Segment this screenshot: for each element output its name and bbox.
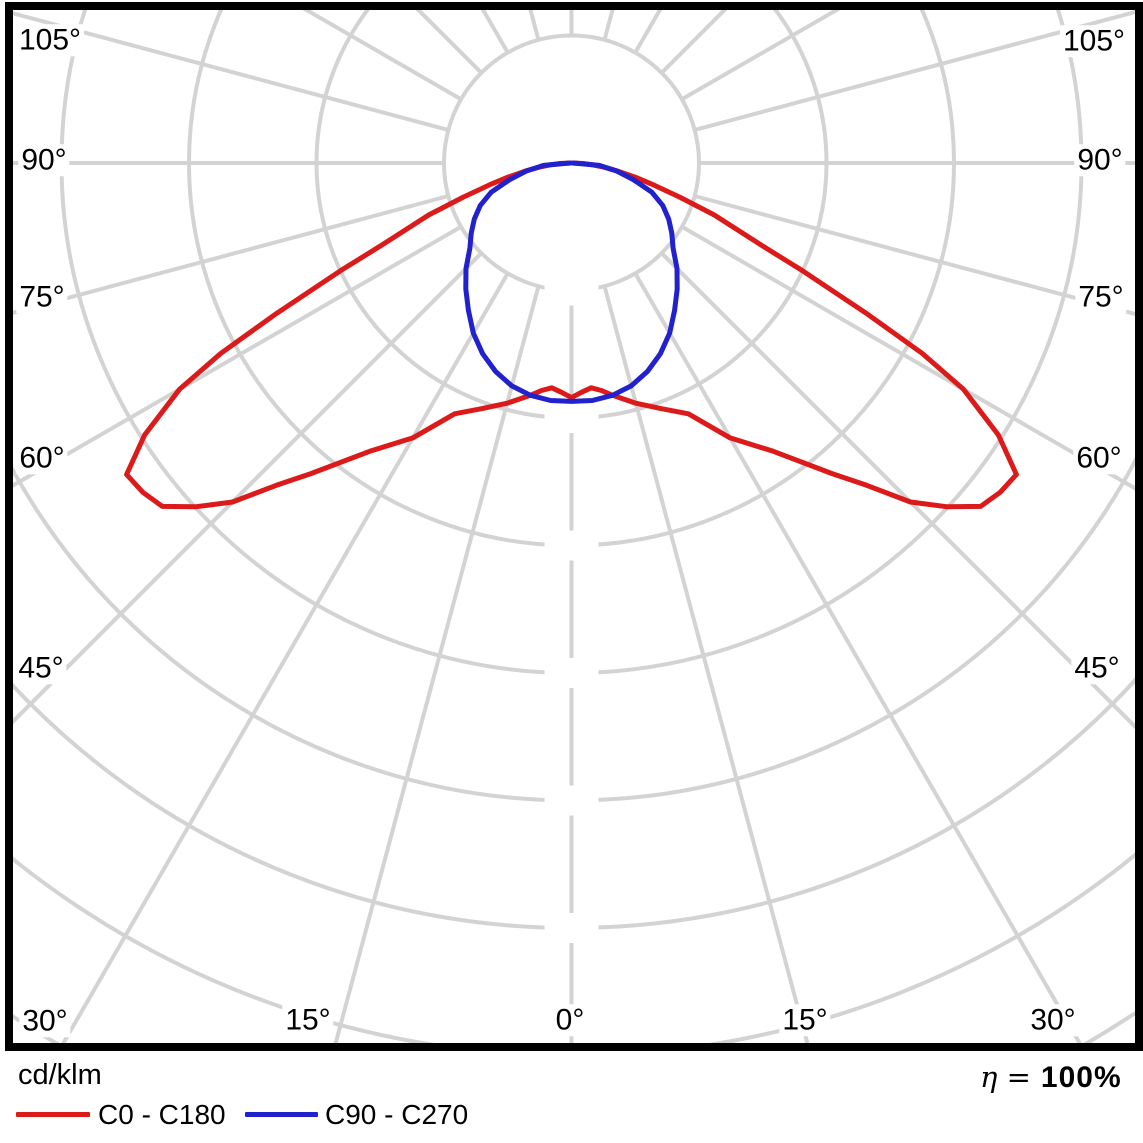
grid-spoke [633,272,1082,1043]
legend-swatch-c0-c180 [16,1112,90,1117]
angle-label: 15° [779,1004,831,1036]
legend-label-c0-c180: C0 - C180 [98,1099,226,1130]
angle-label: 105° [1059,25,1129,57]
angle-label: 90° [18,144,70,176]
angle-label: 45° [1071,652,1123,684]
legend-swatch-c90-c270 [245,1112,318,1117]
angle-label: 0° [552,1004,588,1036]
angle-label: 75° [16,281,68,313]
radial-tick-blank [544,785,599,816]
legend-label-c90-c270: C90 - C270 [325,1099,469,1130]
angle-label: 60° [16,442,68,474]
grid-spoke [13,11,449,132]
angle-label: 45° [15,652,67,684]
grid-spoke [694,10,1135,132]
eta-symbol: η = [980,1060,1031,1094]
radial-tick-blank [544,658,599,688]
angle-label: 90° [1074,144,1126,176]
grid-spoke [302,10,463,101]
angle-label: 105° [15,24,85,56]
angle-label: 15° [282,1004,334,1036]
radial-tick-blank [544,403,599,433]
grid-spoke [333,285,541,1043]
radial-tick-blank [544,530,599,561]
eta-value: 100% [1040,1061,1122,1094]
grid-spoke [61,272,510,1043]
grid-spoke [13,251,483,725]
radial-tick-blank [544,275,599,306]
grid-spoke [602,285,810,1043]
efficiency-readout: η = 100% [980,1060,1122,1095]
angle-label: 60° [1073,442,1125,474]
grid-spoke [694,194,1135,317]
angle-label: 75° [1075,281,1127,313]
radial-tick-blank [544,913,599,943]
grid-spoke [680,10,841,101]
grid-spoke [660,251,1135,730]
grid-spoke [13,194,449,315]
chart-border [5,2,1143,1051]
unit-label: cd/klm [18,1059,102,1091]
curve-c0-c180 [124,160,1019,510]
angle-label: 30° [1027,1004,1079,1036]
angle-label: 30° [19,1005,71,1037]
curve-c90-c270 [463,160,680,404]
